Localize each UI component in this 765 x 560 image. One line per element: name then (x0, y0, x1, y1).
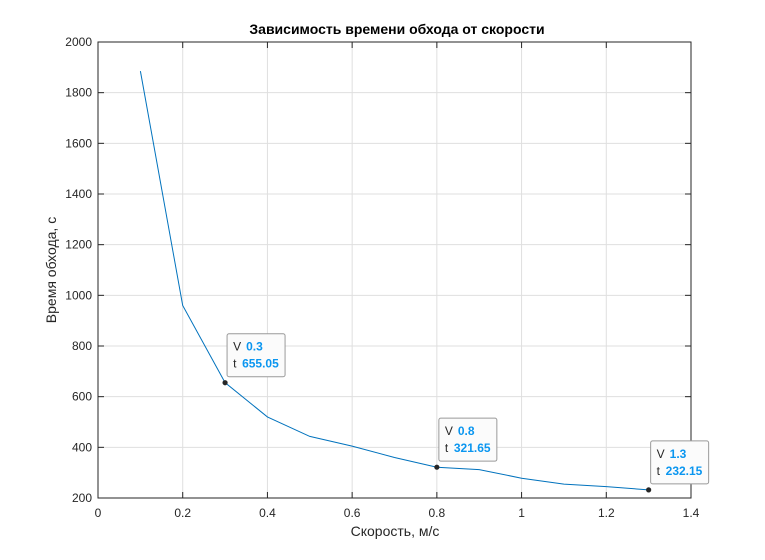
datatip-y-value: 655.05 (242, 357, 279, 371)
x-tick-label: 0 (95, 506, 102, 520)
y-tick-label: 200 (72, 491, 92, 505)
datatip-y-key: t (657, 464, 661, 478)
datatip-x-value: 0.3 (246, 340, 263, 354)
y-tick-label: 2000 (65, 35, 92, 49)
datatip-y-value: 321.65 (454, 441, 491, 455)
datatip-y-key: t (445, 441, 449, 455)
chart-title: Зависимость времени обхода от скорости (249, 21, 544, 37)
x-axis: 0 0.2 0.4 0.6 0.8 1 1.2 1.4 (95, 42, 700, 520)
plot-area (98, 42, 691, 498)
x-tick-label: 0.6 (344, 506, 361, 520)
y-axis: 200 400 600 800 1000 1200 1400 1600 1800 2000 (65, 35, 691, 505)
datatip-x-key: V (445, 424, 453, 438)
datatip-y-value: 232.15 (666, 464, 703, 478)
y-tick-label: 1800 (65, 86, 92, 100)
datatip-box (650, 440, 710, 485)
plot-border (97, 41, 692, 499)
datatip-box (226, 333, 286, 378)
datatip-box (438, 417, 498, 462)
datatip-x-key: V (657, 447, 665, 461)
y-tick-label: 1000 (65, 288, 92, 302)
y-tick-label: 1200 (65, 238, 92, 252)
x-tick-label: 0.8 (429, 506, 446, 520)
y-tick-label: 1600 (65, 136, 92, 150)
y-axis-label: Время обхода, с (43, 217, 59, 323)
datatips: V 0.3t 655.05V 0.8t 321.65 V 1.3t 232.15 (222, 333, 710, 493)
datatip-y-key: t (233, 357, 237, 371)
x-tick-label: 0.2 (174, 506, 191, 520)
x-tick-label: 0.4 (259, 506, 276, 520)
x-tick-label: 1 (518, 506, 525, 520)
y-tick-label: 1400 (65, 187, 92, 201)
x-tick-label: 1.2 (598, 506, 615, 520)
x-tick-label: 1.4 (683, 506, 700, 520)
datatip-marker (222, 380, 228, 386)
datatip-x-value: 0.8 (458, 424, 475, 438)
y-tick-label: 800 (72, 339, 92, 353)
datatip[interactable]: V 0.8 t 321.65 (434, 417, 498, 470)
datatip-marker (434, 464, 440, 470)
datatip[interactable]: V 0.3 t 655.05 (222, 333, 286, 386)
y-tick-label: 400 (72, 440, 92, 454)
datatip-x-value: 1.3 (670, 447, 687, 461)
datatip[interactable]: V 1.3 t 232.15 (646, 440, 710, 493)
x-axis-label: Скорость, м/с (351, 523, 440, 539)
datatip-x-key: V (233, 340, 241, 354)
plot-frame (97, 41, 692, 499)
y-tick-label: 600 (72, 390, 92, 404)
datatip-marker (646, 487, 652, 493)
